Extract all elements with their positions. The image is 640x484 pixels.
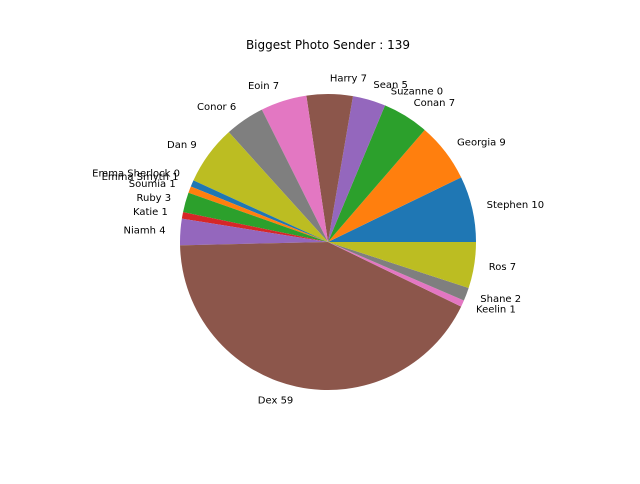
pie-slice-niamh-4 bbox=[180, 218, 328, 246]
slice-label-suzanne-0: Suzanne 0 bbox=[391, 86, 443, 97]
pie-slice-keelin-1 bbox=[328, 242, 464, 307]
pie-slice-georgia-9 bbox=[328, 129, 462, 242]
slice-label-keelin-1: Keelin 1 bbox=[476, 304, 516, 315]
pie-slice-stephen-10 bbox=[328, 177, 476, 242]
slice-label-harry-7: Harry 7 bbox=[330, 74, 367, 85]
slice-label-georgia-9: Georgia 9 bbox=[457, 137, 506, 148]
pie-slice-sean-5 bbox=[328, 96, 386, 243]
slice-label-soumia-1: Soumia 1 bbox=[129, 179, 176, 190]
pie-slice-shane-2 bbox=[328, 242, 469, 301]
pie-slice-conan-7 bbox=[328, 105, 425, 243]
slice-label-conan-7: Conan 7 bbox=[414, 98, 455, 109]
pie-slice-ruby-3 bbox=[183, 192, 328, 242]
pie-slice-soumia-1 bbox=[188, 186, 328, 242]
slice-label-dex-59: Dex 59 bbox=[258, 396, 294, 407]
slice-label-ros-7: Ros 7 bbox=[489, 262, 516, 273]
pie-slice-harry-7 bbox=[306, 93, 353, 242]
pie-slice-dex-59 bbox=[180, 242, 462, 390]
pie-slice-dan-9 bbox=[193, 132, 328, 242]
slice-label-eoin-7: Eoin 7 bbox=[248, 81, 279, 92]
slice-label-katie-1: Katie 1 bbox=[133, 207, 168, 218]
pie-slice-ros-7 bbox=[328, 242, 476, 289]
pie-slice-emma-smyth-1 bbox=[190, 180, 328, 242]
chart-title: Biggest Photo Sender : 139 bbox=[245, 38, 411, 52]
slice-label-conor-6: Conor 6 bbox=[197, 102, 236, 113]
slice-label-niamh-4: Niamh 4 bbox=[124, 225, 166, 236]
pie-slice-katie-1 bbox=[181, 212, 328, 242]
slice-label-shane-2: Shane 2 bbox=[480, 294, 521, 305]
slice-label-emma-sherlock-0: Emma Sherlock 0 bbox=[92, 169, 180, 180]
slice-label-dan-9: Dan 9 bbox=[167, 140, 197, 151]
slice-label-sean-5: Sean 5 bbox=[373, 80, 408, 91]
pie-slice-eoin-7 bbox=[261, 95, 328, 242]
slice-label-ruby-3: Ruby 3 bbox=[136, 193, 171, 204]
slice-label-stephen-10: Stephen 10 bbox=[487, 200, 545, 211]
pie-slice-conor-6 bbox=[228, 109, 328, 242]
slice-label-emma-smyth-1: Emma Smyth 1 bbox=[102, 172, 179, 183]
pie-slices bbox=[180, 93, 476, 390]
